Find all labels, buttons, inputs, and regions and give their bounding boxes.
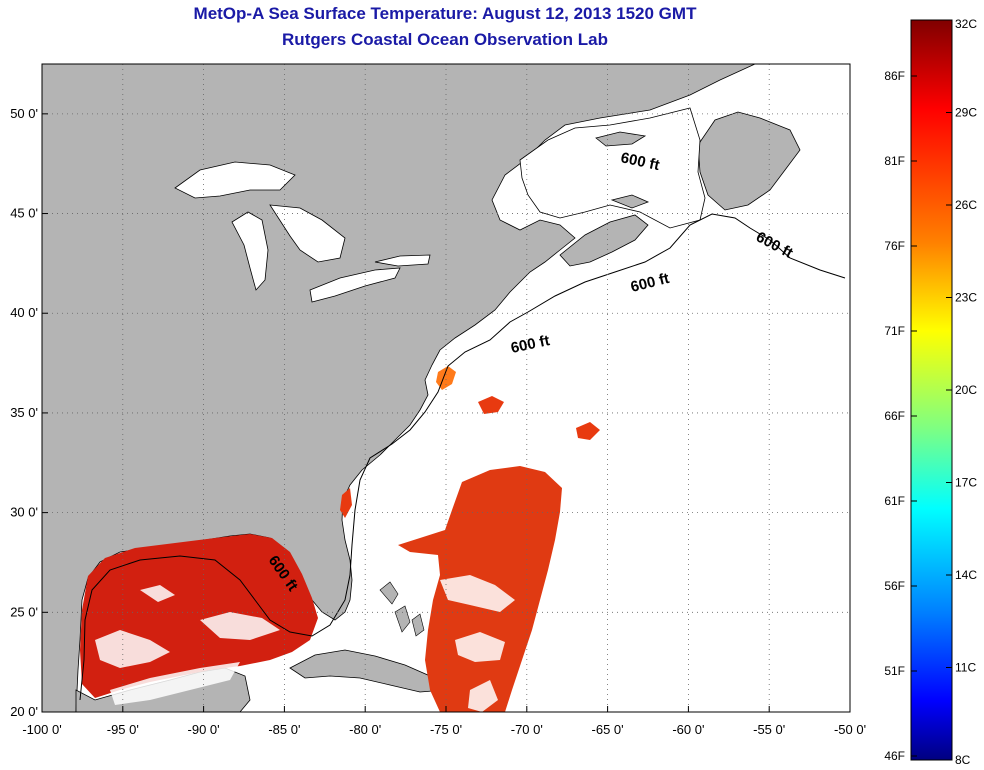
sst-patch-offshore-1 [478,396,504,414]
x-tick-label: -50 0' [834,722,866,737]
colorbar-labels: 32C 29C 26C 23C 20C 17C 14C 11C 8C 86F 81F 76F 71F 66… [884,17,977,767]
land-bahamas [379,581,425,637]
land-pei [610,194,650,209]
colorbar-celsius-label: 20C [955,383,977,397]
colorbar-celsius-label: 29C [955,106,977,120]
x-tick-label: -90 0' [188,722,220,737]
sst-patch-carolina [340,488,352,518]
x-tick-label: -100 0' [22,722,61,737]
y-tick-label: 35 0' [10,405,38,420]
sst-gulf-clouds [95,585,280,705]
lake-michigan-huron [231,204,346,291]
x-tick-label: -60 0' [672,722,704,737]
colorbar-fahrenheit-label: 51F [884,664,905,678]
colorbar-celsius-label: 14C [955,568,977,582]
land-newfoundland [697,111,801,211]
land-nova-scotia [559,214,649,267]
x-axis: -100 0' -95 0' -90 0' -85 0' -80 0' -75 0' -70… [22,706,866,737]
land-anticosti [595,131,647,147]
lake-superior [174,161,296,199]
map-title: MetOp-A Sea Surface Temperature: August … [193,4,697,23]
y-tick-label: 30 0' [10,505,38,520]
colorbar-celsius-label: 32C [955,17,977,31]
colorbar-celsius-label: 17C [955,476,977,490]
y-tick-label: 50 0' [10,106,38,121]
lake-erie-ontario [309,254,431,303]
colorbar-fahrenheit-label: 66F [884,409,905,423]
colorbar-fahrenheit-label: 76F [884,239,905,253]
colorbar-fahrenheit-label: 81F [884,154,905,168]
sst-patch-offshore-2 [576,422,600,440]
colorbar-fahrenheit-label: 61F [884,494,905,508]
colorbar-fahrenheit-label: 71F [884,324,905,338]
x-tick-label: -95 0' [107,722,139,737]
colorbar-fahrenheit-label: 86F [884,69,905,83]
y-tick-label: 45 0' [10,206,38,221]
y-tick-label: 20 0' [10,704,38,719]
x-tick-label: -55 0' [753,722,785,737]
x-tick-label: -65 0' [592,722,624,737]
colorbar-fahrenheit-label: 56F [884,579,905,593]
y-tick-label: 40 0' [10,305,38,320]
x-tick-label: -70 0' [511,722,543,737]
x-tick-label: -75 0' [430,722,462,737]
colorbar-celsius-label: 23C [955,291,977,305]
y-axis: 50 0' 45 0' 40 0' 35 0' 30 0' 25 0' 20 0' [10,106,48,719]
map-subtitle: Rutgers Coastal Ocean Observation Lab [282,30,608,49]
colorbar-celsius-label: 8C [955,753,971,767]
graticule [42,64,850,712]
y-tick-label: 25 0' [10,604,38,619]
x-tick-label: -85 0' [268,722,300,737]
colorbar-celsius-label: 11C [955,661,976,675]
sst-atlantic-clouds [440,575,515,712]
colorbar [910,19,953,761]
isobath-600ft [79,213,846,701]
colorbar-fahrenheit-label: 46F [884,749,905,763]
x-tick-label: -80 0' [349,722,381,737]
colorbar-celsius-label: 26C [955,198,977,212]
